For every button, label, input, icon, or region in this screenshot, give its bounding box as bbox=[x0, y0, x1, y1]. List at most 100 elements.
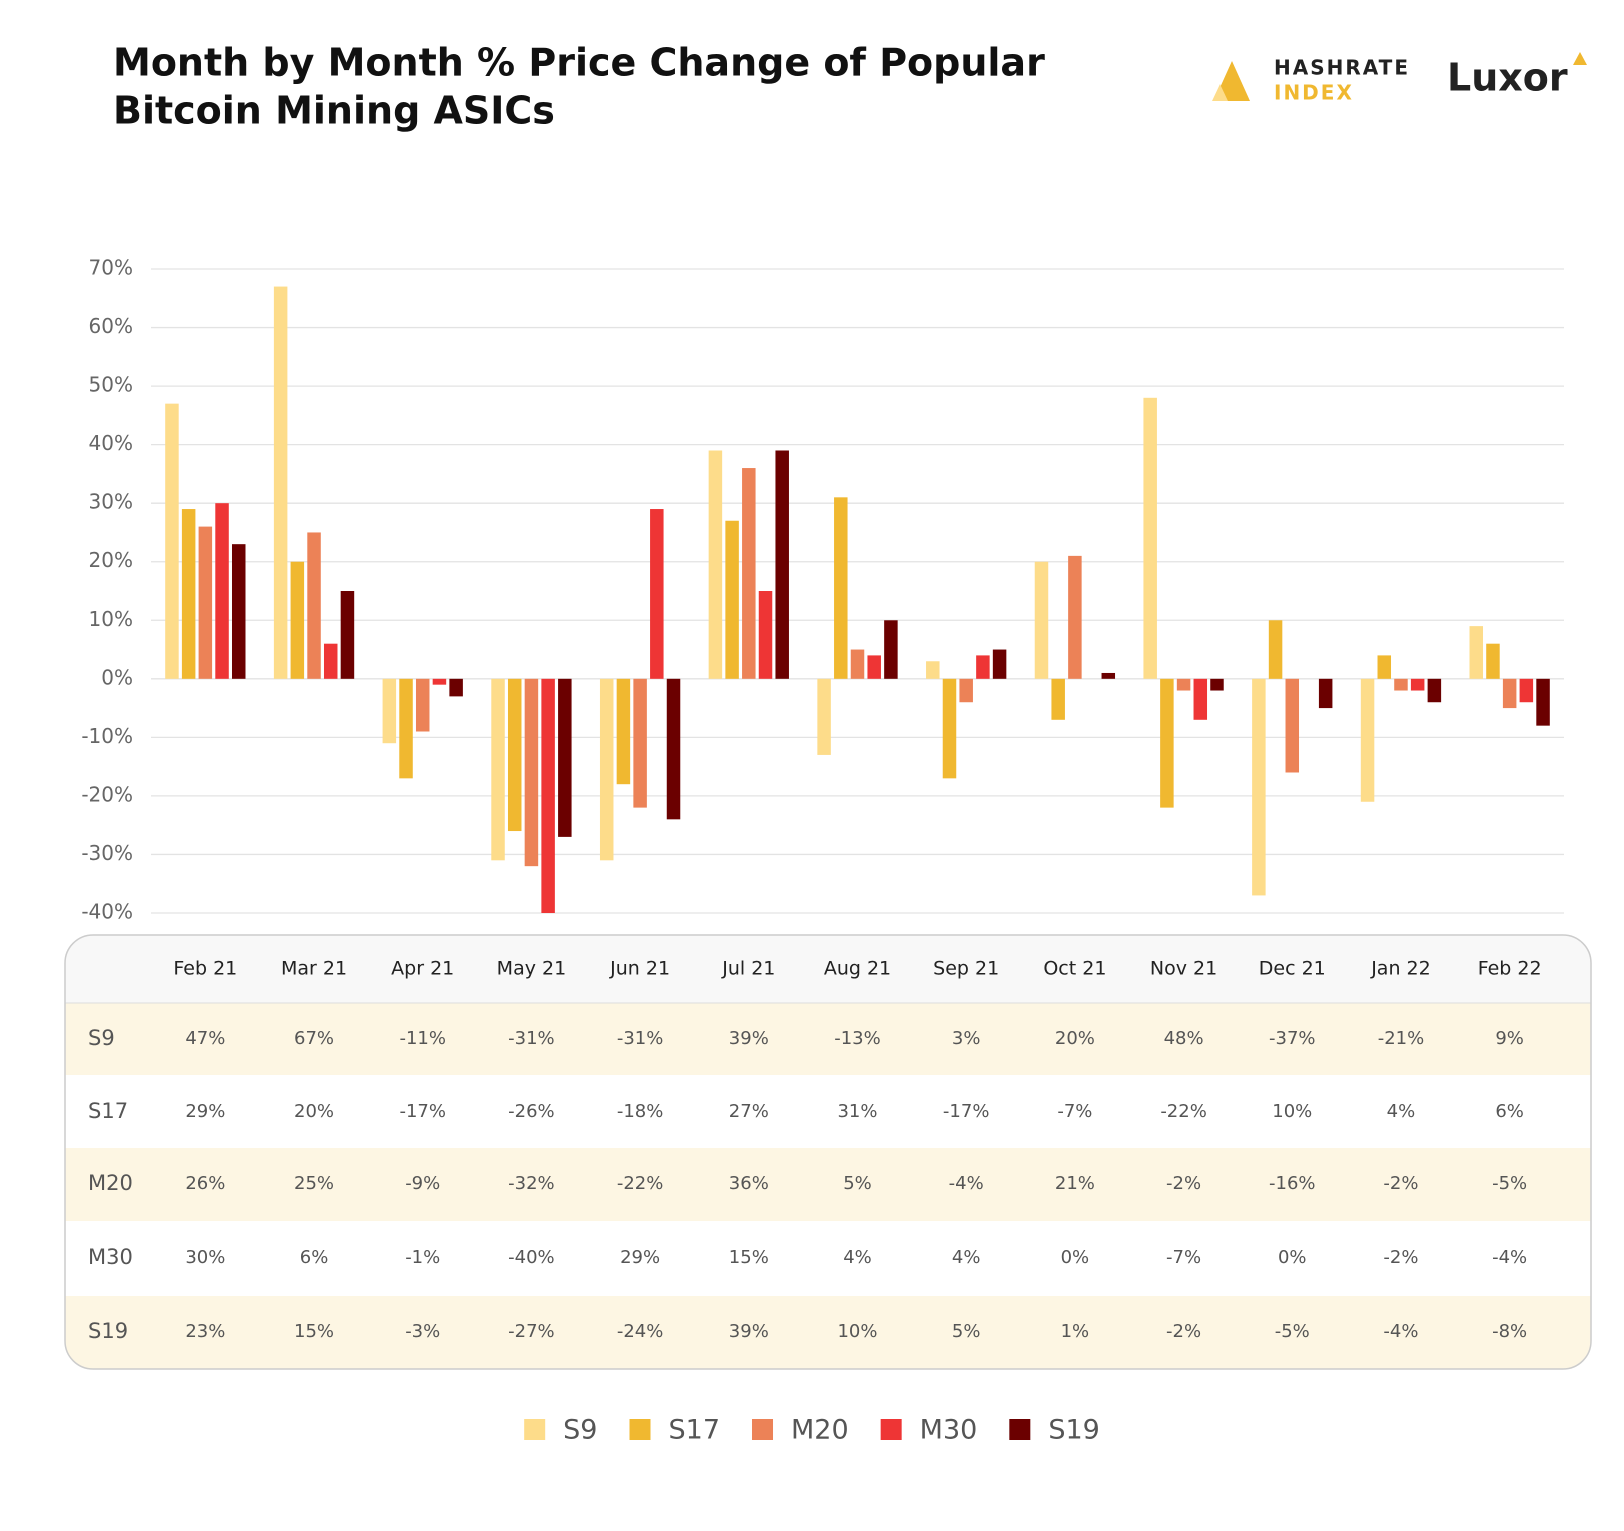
bar bbox=[616, 678, 631, 785]
table-cell: 36% bbox=[729, 1173, 769, 1194]
bar bbox=[1252, 678, 1266, 896]
table-cell: 39% bbox=[729, 1028, 769, 1049]
logo-shape bbox=[1573, 52, 1587, 65]
bar bbox=[1051, 678, 1065, 720]
bar bbox=[867, 655, 881, 679]
bar bbox=[1377, 655, 1392, 679]
bar bbox=[959, 678, 973, 703]
table-cell: -17% bbox=[399, 1101, 446, 1122]
table-cell: 30% bbox=[185, 1247, 225, 1268]
table-column-header: Oct 21 bbox=[1043, 958, 1106, 980]
table-cell: 25% bbox=[294, 1173, 334, 1194]
table-cell: 47% bbox=[185, 1028, 225, 1049]
table-cell: -2% bbox=[1166, 1321, 1201, 1342]
table-header-bg bbox=[65, 935, 1591, 1003]
table-cell: -5% bbox=[1275, 1321, 1310, 1342]
bar bbox=[633, 678, 647, 808]
table-border bbox=[64, 934, 1592, 1370]
logo-text: INDEX bbox=[1274, 81, 1354, 105]
row-band bbox=[65, 1296, 1591, 1369]
bar bbox=[1160, 678, 1174, 808]
bar bbox=[976, 655, 990, 679]
bar bbox=[382, 678, 397, 744]
table-cell: -24% bbox=[617, 1321, 664, 1342]
table-cell: -37% bbox=[1269, 1028, 1316, 1049]
table-column-header: Nov 21 bbox=[1150, 958, 1217, 980]
table-cell: 21% bbox=[1055, 1173, 1095, 1194]
bar bbox=[340, 591, 355, 679]
table-cell: -22% bbox=[617, 1173, 664, 1194]
table-cell: 23% bbox=[185, 1321, 225, 1342]
legend-swatch bbox=[629, 1419, 651, 1440]
table-cell: -13% bbox=[834, 1028, 881, 1049]
bar bbox=[1394, 678, 1408, 691]
bar bbox=[1143, 397, 1157, 679]
table-cell: 6% bbox=[300, 1247, 329, 1268]
table-row-label: S19 bbox=[88, 1319, 128, 1343]
bar bbox=[817, 678, 831, 755]
table-cell: -2% bbox=[1383, 1247, 1418, 1268]
bar bbox=[599, 678, 614, 861]
table-cell: 31% bbox=[837, 1101, 877, 1122]
bar bbox=[1469, 626, 1484, 679]
table-column-header: Dec 21 bbox=[1259, 958, 1326, 980]
y-tick-label: 30% bbox=[89, 490, 133, 514]
table-cell: -7% bbox=[1166, 1247, 1201, 1268]
legend-label: S17 bbox=[669, 1415, 721, 1446]
bar bbox=[942, 678, 957, 779]
bar bbox=[775, 450, 789, 679]
table-cell: -4% bbox=[949, 1173, 984, 1194]
bar bbox=[725, 520, 739, 679]
bar bbox=[992, 649, 1007, 679]
bar bbox=[307, 532, 321, 679]
bar bbox=[524, 678, 539, 867]
table-cell: -1% bbox=[405, 1247, 440, 1268]
bar bbox=[507, 678, 522, 832]
table-cell: -31% bbox=[508, 1028, 555, 1049]
bar bbox=[1176, 678, 1191, 691]
table-cell: 4% bbox=[952, 1247, 981, 1268]
bar bbox=[432, 678, 447, 685]
table-cell: -16% bbox=[1269, 1173, 1316, 1194]
bar bbox=[231, 544, 246, 679]
table-cell: 1% bbox=[1061, 1321, 1090, 1342]
legend-label: M30 bbox=[920, 1415, 978, 1446]
table-cell: 0% bbox=[1061, 1247, 1090, 1268]
y-tick-label: -40% bbox=[81, 900, 133, 924]
table-cell: -2% bbox=[1383, 1173, 1418, 1194]
bar bbox=[1410, 678, 1425, 691]
table-cell: -4% bbox=[1383, 1321, 1418, 1342]
table-cell: -2% bbox=[1166, 1173, 1201, 1194]
table-column-header: Jun 21 bbox=[609, 958, 670, 980]
bar bbox=[449, 678, 463, 697]
y-tick-label: -30% bbox=[81, 841, 133, 865]
legend-swatch bbox=[880, 1419, 902, 1440]
bar bbox=[541, 678, 555, 913]
bar bbox=[1427, 678, 1442, 703]
table-cell: -32% bbox=[508, 1173, 555, 1194]
legend-swatch bbox=[524, 1419, 546, 1440]
logo-shape bbox=[1212, 84, 1228, 101]
table-cell: 20% bbox=[294, 1101, 334, 1122]
legend-label: S9 bbox=[563, 1415, 597, 1446]
table-cell: -21% bbox=[1378, 1028, 1425, 1049]
legend-label: M20 bbox=[791, 1415, 849, 1446]
y-tick-label: 0% bbox=[101, 665, 133, 689]
bar bbox=[850, 649, 865, 679]
bar bbox=[1193, 678, 1208, 720]
table-cell: -31% bbox=[617, 1028, 664, 1049]
table-cell: -18% bbox=[617, 1101, 664, 1122]
table-column-header: Mar 21 bbox=[281, 958, 347, 980]
table-cell: 27% bbox=[729, 1101, 769, 1122]
table-cell: -4% bbox=[1492, 1247, 1527, 1268]
y-tick-label: -20% bbox=[81, 782, 133, 806]
table-cell: 48% bbox=[1164, 1028, 1204, 1049]
bar bbox=[884, 620, 898, 679]
legend-label: S19 bbox=[1048, 1415, 1100, 1446]
bar bbox=[1210, 678, 1224, 691]
bar bbox=[290, 561, 305, 679]
table-cell: 26% bbox=[185, 1173, 225, 1194]
bar bbox=[1285, 678, 1300, 773]
table-row-label: M20 bbox=[88, 1171, 133, 1195]
y-tick-label: 70% bbox=[89, 256, 133, 280]
